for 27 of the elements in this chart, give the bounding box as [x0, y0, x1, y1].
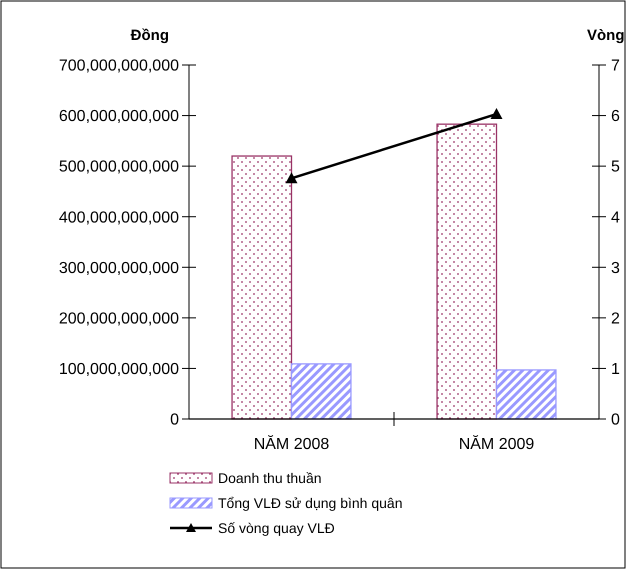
y2-tick-label: 1 [611, 361, 620, 378]
legend-label: Số vòng quay VLĐ [218, 520, 335, 536]
x-tick-label: NĂM 2009 [458, 435, 534, 453]
legend-label: Doanh thu thuần [218, 470, 322, 486]
y-tick-label: 500,000,000,000 [58, 158, 180, 176]
y2-tick-label: 7 [611, 58, 620, 75]
y-tick-label: 300,000,000,000 [58, 260, 180, 277]
y-tick-label: 200,000,000,000 [58, 310, 180, 328]
y-tick-label: 400,000,000,000 [58, 209, 180, 226]
y-tick-label: 100,000,000,000 [58, 361, 180, 378]
y-axis-title: Đồng [130, 27, 169, 44]
y-tick-label: 700,000,000,000 [58, 58, 180, 75]
y2-axis-title: Vòng [587, 27, 624, 44]
bar [436, 124, 498, 420]
y2-tick-label: 3 [611, 260, 620, 277]
y2-tick-label: 6 [611, 108, 620, 126]
bar [290, 363, 352, 420]
y2-tick-label: 5 [611, 158, 620, 176]
bar [496, 369, 557, 420]
legend-label: Tổng VLĐ sử dụng bình quân [218, 494, 403, 511]
bar [231, 155, 292, 420]
x-tick-label: NĂM 2008 [254, 435, 330, 453]
y2-tick-label: 2 [611, 310, 620, 328]
y-tick-label: 0 [170, 412, 180, 429]
y2-tick-label: 0 [611, 412, 620, 429]
y-tick-label: 600,000,000,000 [58, 108, 180, 126]
y2-tick-label: 4 [611, 209, 620, 226]
